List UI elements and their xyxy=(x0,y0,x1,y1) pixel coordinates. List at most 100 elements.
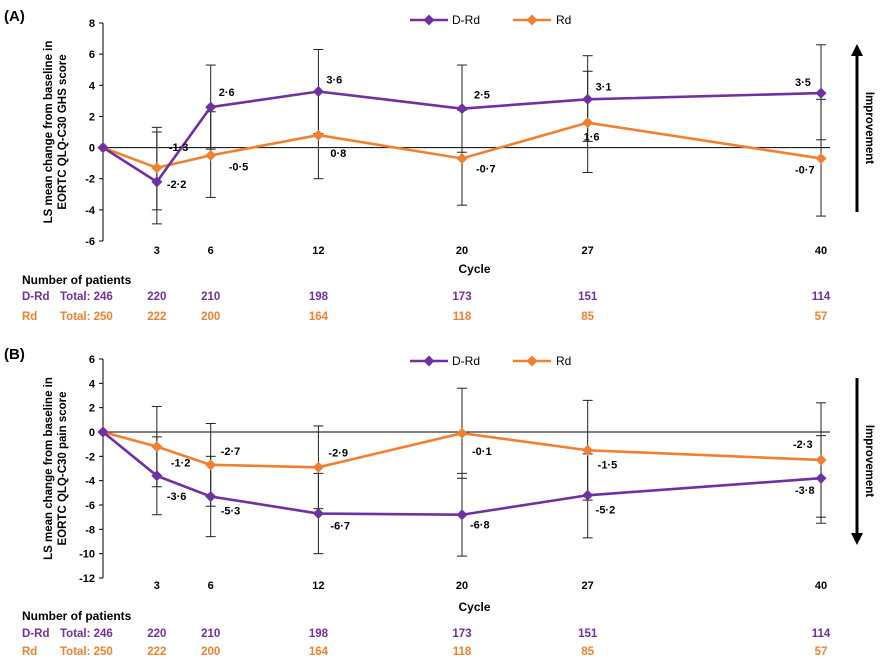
data-label: 3·5 xyxy=(795,77,811,89)
y-tick-label: -2 xyxy=(85,174,95,186)
data-point xyxy=(815,454,827,466)
data-label: -1·5 xyxy=(598,459,618,471)
np-count: 173 xyxy=(452,628,471,640)
np-series-label: Rd xyxy=(22,646,37,658)
data-point xyxy=(151,162,163,174)
legend-label: D-Rd xyxy=(452,13,480,27)
x-tick-label: 20 xyxy=(456,245,468,257)
data-point xyxy=(456,152,468,164)
y-tick-label: 0 xyxy=(89,427,95,439)
np-count: 220 xyxy=(147,291,166,303)
data-point xyxy=(582,444,594,456)
legend-marker xyxy=(526,355,538,367)
np-count: 164 xyxy=(309,311,329,323)
y-axis-label-line: EORTC QLQ-C30 GHS score xyxy=(57,54,69,209)
x-tick-label: 40 xyxy=(815,245,827,257)
legend-marker xyxy=(526,14,538,26)
data-label: -2·2 xyxy=(167,179,187,191)
np-count: 57 xyxy=(815,646,828,658)
data-label: 2·5 xyxy=(474,90,490,102)
np-total: Total: 250 xyxy=(60,311,113,323)
x-tick-label: 3 xyxy=(154,580,160,592)
data-label: -5·3 xyxy=(221,505,241,517)
y-tick-label: -2 xyxy=(85,451,95,463)
chart-panel-a: (A) -6 -4 -2 0 2 4 6 8 3 6 12 20 27 40 Cycle LS mean cha… xyxy=(4,8,875,323)
data-label: 0·8 xyxy=(330,148,346,160)
data-label: -3·8 xyxy=(795,485,815,497)
y-tick-label: -8 xyxy=(85,524,95,536)
improvement-arrow xyxy=(851,378,863,545)
data-point xyxy=(456,427,468,439)
x-tick-label: 12 xyxy=(312,580,324,592)
legend-item-d-rd: D-Rd xyxy=(410,354,480,368)
np-count: 85 xyxy=(581,311,594,323)
np-series-label: D-Rd xyxy=(22,291,49,303)
data-point xyxy=(205,490,217,502)
np-count: 85 xyxy=(581,646,594,658)
legend-label: Rd xyxy=(556,354,571,368)
legend-marker xyxy=(423,355,435,367)
np-total: Total: 250 xyxy=(60,646,113,658)
y-tick-label: 4 xyxy=(89,80,96,92)
legend-item-rd: Rd xyxy=(513,13,571,27)
x-tick-label: 6 xyxy=(208,580,214,592)
data-point xyxy=(582,489,594,501)
data-label: -0·5 xyxy=(229,161,249,173)
data-label: -0·1 xyxy=(472,446,492,458)
np-count: 114 xyxy=(812,291,831,303)
y-tick-label: 2 xyxy=(89,111,95,123)
panel-label: (B) xyxy=(4,346,25,363)
np-count: 114 xyxy=(812,628,831,640)
y-axis-label: LS mean change from baseline in EORTC QLQ… xyxy=(43,41,69,224)
panel-label: (A) xyxy=(4,8,25,25)
np-count: 200 xyxy=(201,311,220,323)
x-tick-label: 27 xyxy=(582,245,594,257)
data-point xyxy=(151,176,163,188)
data-point xyxy=(97,426,109,438)
data-label: -2·3 xyxy=(793,439,813,451)
improvement-arrow xyxy=(851,44,863,212)
np-count: 210 xyxy=(201,291,220,303)
y-tick-label: 8 xyxy=(89,18,95,30)
x-tick-label: 40 xyxy=(815,580,827,592)
np-header: Number of patients xyxy=(22,273,132,287)
y-tick-label: -4 xyxy=(85,205,96,217)
y-tick-label: -6 xyxy=(85,500,95,512)
data-point xyxy=(151,470,163,482)
data-label: 3·6 xyxy=(326,75,342,87)
y-tick-label: 6 xyxy=(89,49,95,61)
np-total: Total: 246 xyxy=(60,291,113,303)
np-count: 222 xyxy=(147,311,166,323)
data-label: 3·1 xyxy=(596,81,612,93)
data-label: -2·7 xyxy=(221,446,241,458)
improvement-label: Improvement xyxy=(863,92,875,164)
np-series-label: D-Rd xyxy=(22,628,49,640)
x-tick-label: 6 xyxy=(208,245,214,257)
x-tick-label: 27 xyxy=(582,580,594,592)
data-label: -1·3 xyxy=(169,142,189,154)
legend-item-rd: Rd xyxy=(513,354,571,368)
np-count: 222 xyxy=(147,646,166,658)
data-label: -0·7 xyxy=(795,164,815,176)
data-label: -3·6 xyxy=(167,491,187,503)
legend-label: D-Rd xyxy=(452,354,480,368)
data-point xyxy=(456,103,468,115)
data-label: -0·7 xyxy=(476,163,496,175)
np-count: 210 xyxy=(201,628,220,640)
legend-marker xyxy=(423,14,435,26)
data-point xyxy=(815,152,827,164)
np-count: 220 xyxy=(147,628,166,640)
legend-item-d-rd: D-Rd xyxy=(410,13,480,27)
np-total: Total: 246 xyxy=(60,628,113,640)
data-point xyxy=(205,101,217,113)
y-axis-label: LS mean change from baseline in EORTC QLQ… xyxy=(43,377,69,560)
data-label: 2·6 xyxy=(219,87,235,99)
data-label: -6·8 xyxy=(470,520,490,532)
np-count: 151 xyxy=(578,628,598,640)
improvement-label: Improvement xyxy=(863,425,875,497)
data-point xyxy=(582,117,594,129)
data-point xyxy=(582,93,594,105)
data-point xyxy=(97,142,109,154)
y-tick-label: -12 xyxy=(79,573,95,585)
